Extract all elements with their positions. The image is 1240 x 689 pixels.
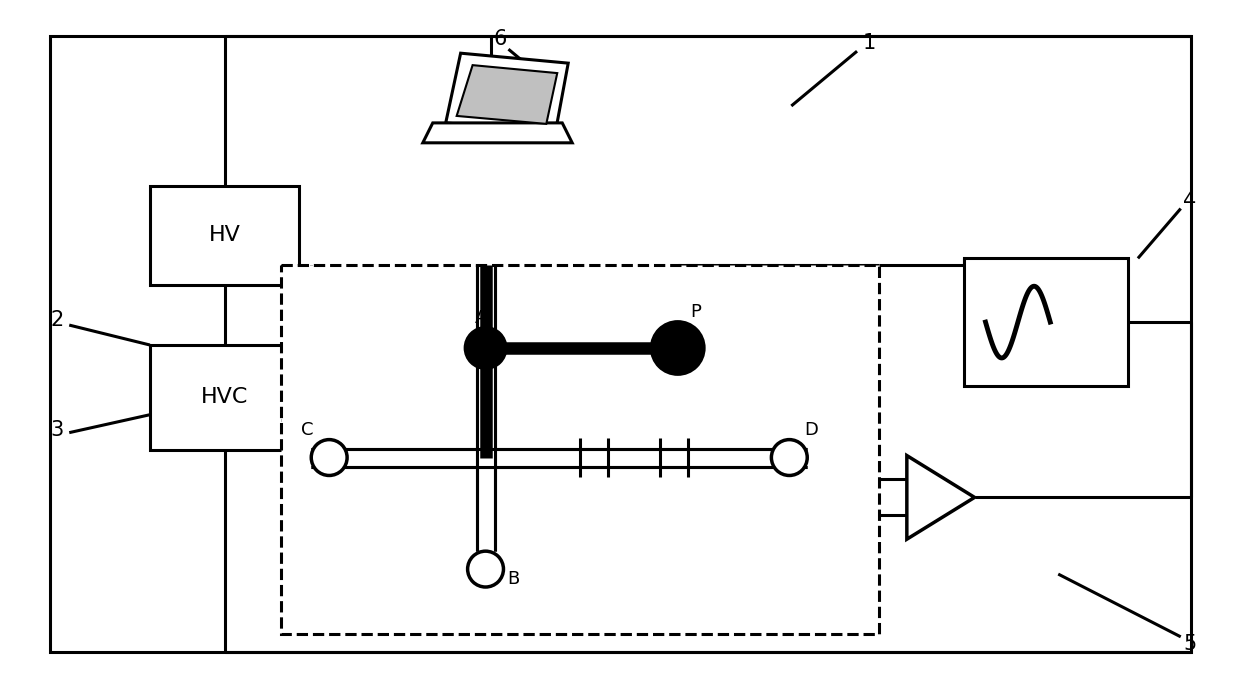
Bar xyxy=(150,345,299,450)
Bar xyxy=(281,265,879,634)
Polygon shape xyxy=(423,123,572,143)
Circle shape xyxy=(650,320,706,376)
Text: P: P xyxy=(691,303,701,321)
Polygon shape xyxy=(445,53,568,133)
Circle shape xyxy=(311,440,347,475)
Text: B: B xyxy=(507,570,520,588)
Circle shape xyxy=(464,326,507,370)
Circle shape xyxy=(771,440,807,475)
Text: C: C xyxy=(301,421,314,439)
Text: HV: HV xyxy=(208,225,241,245)
Text: 3: 3 xyxy=(51,420,64,440)
Text: 4: 4 xyxy=(1183,191,1197,211)
Text: 5: 5 xyxy=(1183,634,1197,654)
Bar xyxy=(150,185,299,285)
Text: HVC: HVC xyxy=(201,387,248,407)
Bar xyxy=(476,448,496,468)
Text: A: A xyxy=(475,309,487,327)
Bar xyxy=(963,258,1128,386)
Text: 6: 6 xyxy=(494,29,507,49)
Polygon shape xyxy=(456,65,557,124)
Text: D: D xyxy=(805,421,818,439)
Polygon shape xyxy=(906,455,975,539)
Circle shape xyxy=(467,551,503,587)
Text: 1: 1 xyxy=(862,33,875,53)
Text: 2: 2 xyxy=(51,310,64,330)
Bar xyxy=(51,37,1190,652)
